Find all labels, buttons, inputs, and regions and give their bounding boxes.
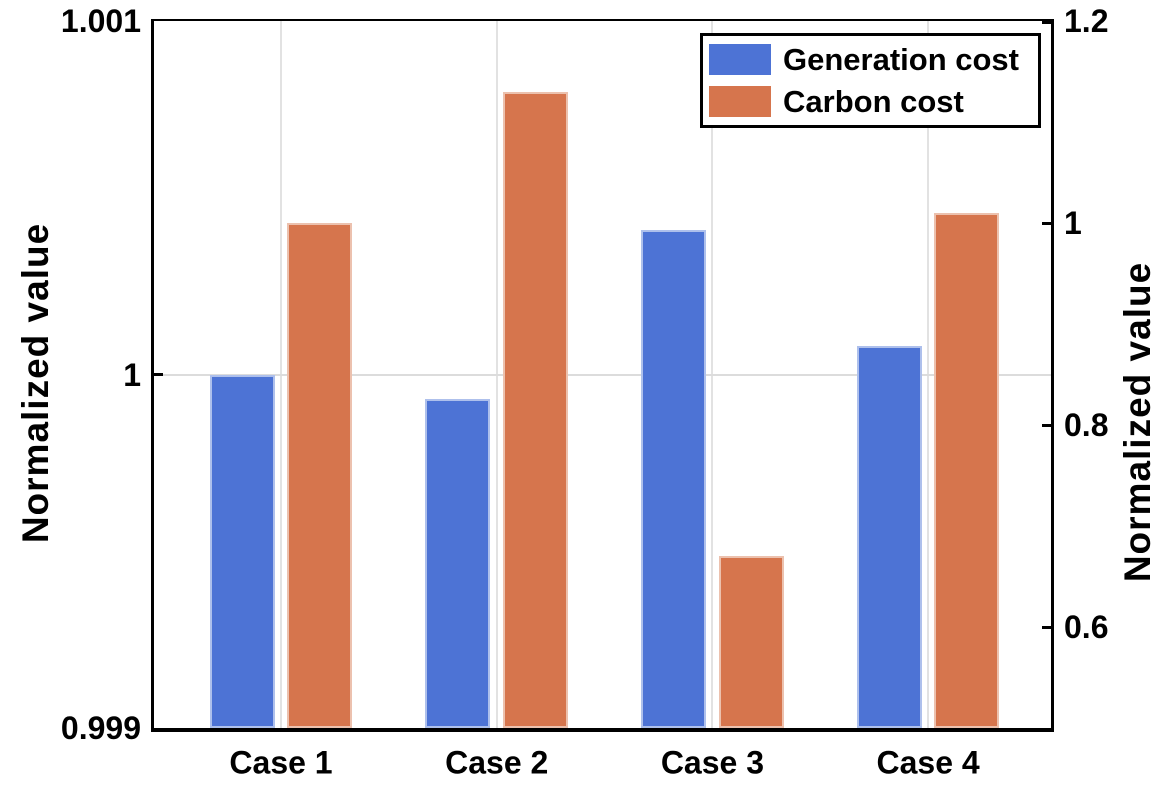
bar-carbon-cost-case-2 — [502, 91, 568, 728]
bar-carbon-cost-case-1 — [287, 223, 353, 728]
plot-area — [151, 19, 1054, 732]
legend-item-carbon-cost: Carbon cost — [703, 83, 1038, 122]
right-y-axis-title: Normalized value — [1117, 261, 1158, 583]
gridline-horizontal — [154, 373, 1051, 376]
right-y-tick-label: 0.6 — [1064, 609, 1109, 645]
bar-generation-cost-case-2 — [425, 399, 491, 728]
right-y-tick-label: 1.2 — [1064, 3, 1109, 39]
left-y-tick-label: 1 — [123, 356, 141, 393]
left-y-tick-label: 0.999 — [60, 710, 141, 746]
right-axis-tick — [1042, 625, 1051, 629]
bar-carbon-cost-case-3 — [718, 556, 784, 728]
x-tick-label-case-1: Case 1 — [229, 744, 333, 781]
legend-item-generation-cost: Generation cost — [703, 40, 1038, 79]
right-axis-tick — [1042, 423, 1051, 427]
left-y-tick-label: 1.001 — [60, 3, 141, 39]
right-y-tick-label: 1 — [1064, 205, 1082, 241]
right-y-tick-label: 0.8 — [1064, 407, 1109, 443]
x-tick-label-case-3: Case 3 — [660, 744, 764, 781]
legend-swatch-generation-cost — [709, 43, 771, 75]
legend: Generation cost Carbon cost — [700, 33, 1041, 128]
right-axis-tick — [1042, 21, 1051, 24]
legend-label-carbon-cost: Carbon cost — [783, 84, 964, 120]
bar-carbon-cost-case-4 — [934, 212, 1000, 728]
left-axis-tick — [154, 373, 163, 376]
bar-generation-cost-case-1 — [209, 374, 275, 728]
legend-label-generation-cost: Generation cost — [783, 41, 1019, 77]
bar-generation-cost-case-4 — [856, 346, 922, 728]
bar-generation-cost-case-3 — [641, 229, 707, 728]
legend-swatch-carbon-cost — [709, 86, 771, 118]
right-axis-tick — [1042, 221, 1051, 225]
x-tick-label-case-4: Case 4 — [876, 744, 980, 781]
x-tick-label-case-2: Case 2 — [445, 744, 549, 781]
